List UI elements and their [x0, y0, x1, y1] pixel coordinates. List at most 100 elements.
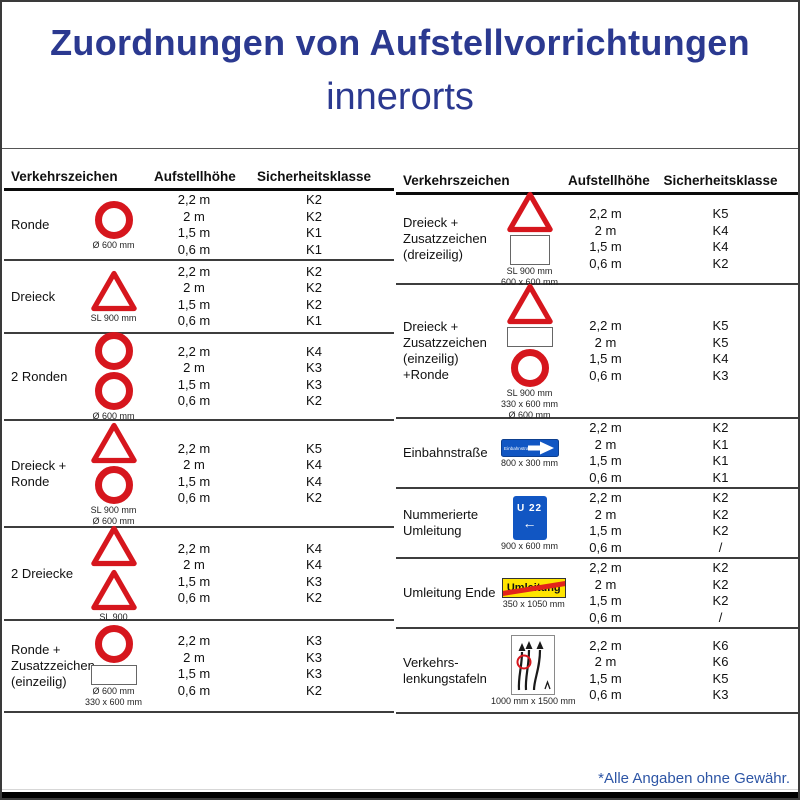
bottom-bar — [2, 792, 798, 798]
class-value: K2 — [306, 208, 322, 224]
sign-cell: 2 Dreiecke SL 900 — [4, 525, 154, 622]
ronde-icon — [94, 200, 133, 239]
ronde-icon — [94, 332, 133, 370]
height-value: 1,5 m — [589, 239, 622, 254]
height-value: 1,5 m — [589, 523, 622, 538]
dreieck-icon — [90, 569, 138, 611]
class-value: K2 — [306, 682, 322, 698]
class-value: K5 — [306, 440, 322, 456]
class-values: K2 K1 K1 K1 — [643, 419, 798, 487]
sign-name-label: Einbahnstraße — [396, 445, 491, 461]
height-value: 2,2 m — [589, 637, 622, 653]
class-value: K2 — [306, 192, 322, 207]
height-value: 2 m — [594, 222, 617, 238]
left-arrow-icon: ← — [522, 514, 537, 531]
class-value: K1 — [306, 225, 322, 240]
table-row: Ronde + Zusatzzeichen (einzeilig) Ø 600 mm 3… — [4, 621, 394, 713]
class-values: K4 K4 K3 K2 — [234, 528, 394, 619]
sign-name-label: Umleitung Ende — [396, 585, 500, 601]
column-header-sicherheitsklasse: Sicherheitsklasse — [663, 173, 778, 188]
column-header-verkehrszeichen: Verkehrszeichen — [11, 169, 118, 184]
class-value: K4 — [306, 343, 322, 359]
sign-number-label: U 22 — [516, 502, 543, 514]
sign-name-line: Ronde + — [11, 642, 61, 657]
sign-name-label: Dreieck + Zusatzzeichen (dreizeilig) — [396, 215, 491, 263]
height-value: 0,6 m — [177, 682, 211, 698]
class-value: K2 — [712, 506, 729, 522]
sign-name-label: Dreieck + Zusatzzeichen (einzeilig) +Ronde — [396, 319, 491, 383]
sign-cell: Einbahnstraße Einbahnstraße 800 x 300 mm — [396, 419, 568, 487]
class-values: K2 K2 K2 K1 — [234, 261, 394, 332]
column-header-sicherheitsklasse: Sicherheitsklasse — [256, 169, 372, 184]
height-value: 1,5 m — [177, 473, 211, 489]
sign-name-label: Ronde + Zusatzzeichen (einzeilig) — [4, 642, 95, 690]
class-value: K5 — [712, 206, 729, 221]
height-value: 2,2 m — [589, 490, 622, 505]
table-row: Verkehrs-lenkungstafeln 1000 mm x 1500 mm… — [396, 629, 798, 714]
height-value: 2 m — [594, 576, 617, 592]
dreieck-icon — [90, 422, 138, 464]
sign-name-line: (dreizeilig) — [403, 247, 463, 262]
height-value: 0,6 m — [177, 241, 211, 257]
sign-name-line: Verkehrs- — [403, 654, 459, 670]
height-value: 2 m — [594, 506, 617, 522]
zusatzzeichen-icon — [90, 665, 137, 685]
height-value: 2,2 m — [177, 540, 211, 556]
class-value: K1 — [712, 469, 729, 485]
class-value: K4 — [712, 222, 729, 238]
sign-name-line: Dreieck + — [403, 215, 459, 230]
class-value: K3 — [306, 573, 322, 589]
bottom-divider — [2, 789, 798, 790]
height-value: 2,2 m — [589, 560, 622, 575]
height-value: 0,6 m — [177, 490, 211, 505]
class-values: K2 K2 K2/ — [643, 559, 798, 627]
ronde-icon — [94, 372, 133, 410]
class-value: K4 — [306, 457, 322, 472]
sign-size-caption: Ø 600 mm — [92, 411, 135, 421]
sign-cell: Dreieck + Zusatzzeichen (einzeilig) +Ronde S… — [396, 283, 568, 420]
sign-cell: Dreieck + Ronde SL 900 mm Ø 600 mm — [4, 421, 154, 526]
sign-name-line: Zusatzzeichen — [11, 658, 95, 673]
sign-icon-stack: Ø 600 mm 330 x 600 mm — [73, 624, 154, 708]
height-value: 2,2 m — [177, 192, 211, 207]
sign-name-label: Dreieck — [4, 289, 73, 305]
class-value: K2 — [712, 420, 729, 435]
class-value: K2 — [712, 560, 729, 575]
ronde-icon — [94, 465, 133, 504]
sign-name-line: Umleitung — [403, 523, 462, 538]
sign-name-line: Zusatzzeichen — [403, 231, 487, 246]
height-value: 2,2 m — [177, 263, 211, 279]
sign-name-label: Verkehrs-lenkungstafeln — [396, 655, 491, 687]
class-value: K3 — [712, 687, 729, 702]
sign-name-line: (einzeilig) — [403, 351, 459, 366]
height-value: 2 m — [183, 280, 205, 295]
sign-name-line: Umleitung Ende — [403, 585, 496, 600]
height-value: 1,5 m — [177, 296, 211, 312]
dreieck-icon — [90, 525, 138, 567]
class-value: K6 — [712, 637, 729, 653]
sign-cell: Ronde Ø 600 mm — [4, 191, 154, 259]
height-value: 2 m — [183, 649, 205, 665]
table-row: Umleitung EndeUmleitung350 x 1050 mm2,2 … — [396, 559, 798, 629]
height-value: 0,6 m — [177, 313, 211, 328]
height-value: 0,6 m — [589, 255, 622, 271]
sign-name-label: Nummerierte Umleitung — [396, 507, 491, 539]
table-right-rows: Dreieck + Zusatzzeichen (dreizeilig) SL 900… — [396, 191, 798, 714]
class-value: K1 — [306, 241, 322, 257]
sign-cell: Umleitung Ende Umleitung350 x 1050 mm — [396, 559, 568, 627]
sign-icon-stack: Einbahnstraße 800 x 300 mm — [491, 438, 568, 469]
class-value: K1 — [712, 453, 729, 468]
class-value: K2 — [306, 393, 322, 408]
footnote: *Alle Angaben ohne Gewähr. — [598, 770, 790, 787]
height-value: 0,6 m — [177, 590, 211, 605]
